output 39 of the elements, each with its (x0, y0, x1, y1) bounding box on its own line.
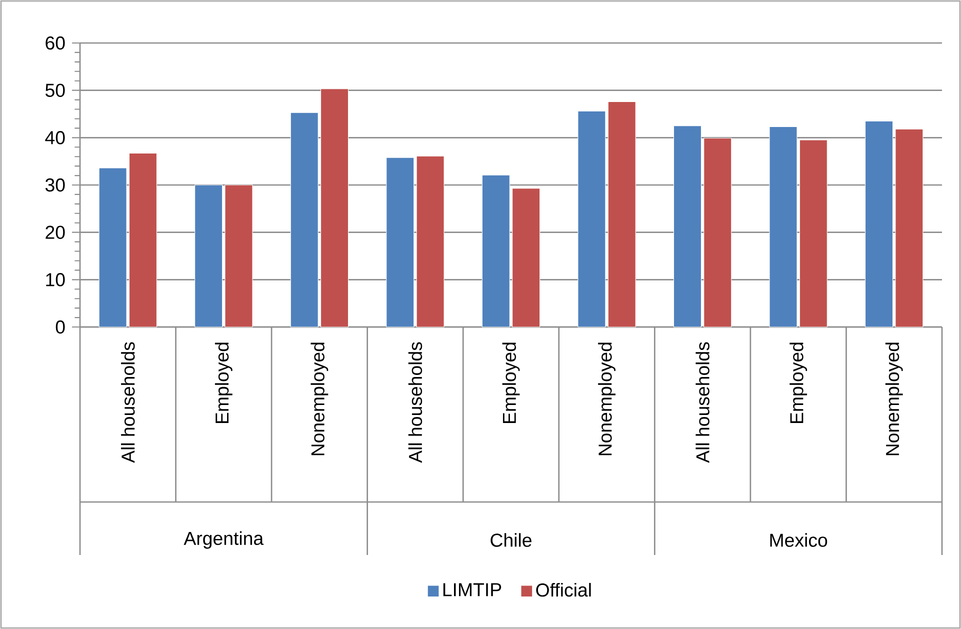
x-tick-label: Employed (214, 342, 232, 423)
bar (224, 184, 253, 328)
bar (416, 156, 444, 328)
x-tick-label: Nonemployed (885, 342, 903, 456)
x-tick-label: Nonemployed (598, 342, 616, 456)
x-tick-label: All households (696, 342, 710, 463)
x-tick-label: Employed (790, 342, 808, 423)
y-tick-label: 50 (46, 84, 65, 97)
bar (482, 174, 510, 328)
text: Chile (490, 533, 532, 547)
bar (194, 184, 223, 328)
text: Mexico (770, 533, 828, 547)
y-tick-label: 20 (46, 226, 65, 239)
bar (704, 138, 732, 328)
bar (895, 128, 924, 328)
legend-label: Official (536, 582, 591, 597)
text: Argentina (184, 531, 264, 549)
bar (512, 188, 540, 328)
x-tick-label: Employed (502, 342, 520, 423)
bar (769, 126, 798, 328)
bar (673, 126, 702, 328)
bar (865, 120, 894, 328)
y-tick-label: 0 (56, 320, 65, 334)
y-tick-label: 40 (45, 131, 65, 144)
x-tick-label: All households (121, 342, 135, 463)
bar (98, 168, 127, 328)
x-tick-label: All households (408, 342, 422, 463)
bar (128, 153, 157, 328)
bar (799, 140, 828, 328)
bar (386, 157, 414, 328)
y-tick-label: 30 (45, 178, 65, 192)
y-tick-label: 10 (46, 273, 65, 286)
bar (578, 110, 606, 328)
bar (290, 112, 318, 328)
y-tick-label: 60 (46, 36, 65, 50)
x-tick-label: Nonemployed (310, 342, 328, 456)
legend-label: LIMTIP (443, 583, 502, 596)
bar (608, 101, 636, 328)
bar (320, 88, 349, 328)
